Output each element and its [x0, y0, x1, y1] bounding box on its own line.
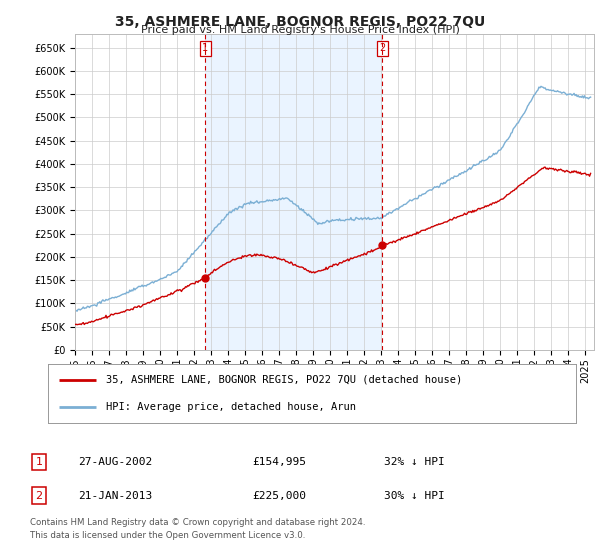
Text: 21-JAN-2013: 21-JAN-2013 [78, 491, 152, 501]
Text: 1: 1 [202, 44, 208, 54]
Text: 32% ↓ HPI: 32% ↓ HPI [384, 457, 445, 467]
Text: 2: 2 [379, 44, 385, 54]
Text: 2: 2 [35, 491, 43, 501]
Text: HPI: Average price, detached house, Arun: HPI: Average price, detached house, Arun [106, 402, 356, 412]
Text: £154,995: £154,995 [252, 457, 306, 467]
Text: 35, ASHMERE LANE, BOGNOR REGIS, PO22 7QU: 35, ASHMERE LANE, BOGNOR REGIS, PO22 7QU [115, 15, 485, 29]
Text: 35, ASHMERE LANE, BOGNOR REGIS, PO22 7QU (detached house): 35, ASHMERE LANE, BOGNOR REGIS, PO22 7QU… [106, 375, 463, 385]
Text: £225,000: £225,000 [252, 491, 306, 501]
Text: This data is licensed under the Open Government Licence v3.0.: This data is licensed under the Open Gov… [30, 531, 305, 540]
Text: 1: 1 [35, 457, 43, 467]
Text: 27-AUG-2002: 27-AUG-2002 [78, 457, 152, 467]
Text: 30% ↓ HPI: 30% ↓ HPI [384, 491, 445, 501]
Bar [205, 34, 382, 350]
Text: Contains HM Land Registry data © Crown copyright and database right 2024.: Contains HM Land Registry data © Crown c… [30, 519, 365, 528]
Text: Price paid vs. HM Land Registry's House Price Index (HPI): Price paid vs. HM Land Registry's House … [140, 25, 460, 35]
